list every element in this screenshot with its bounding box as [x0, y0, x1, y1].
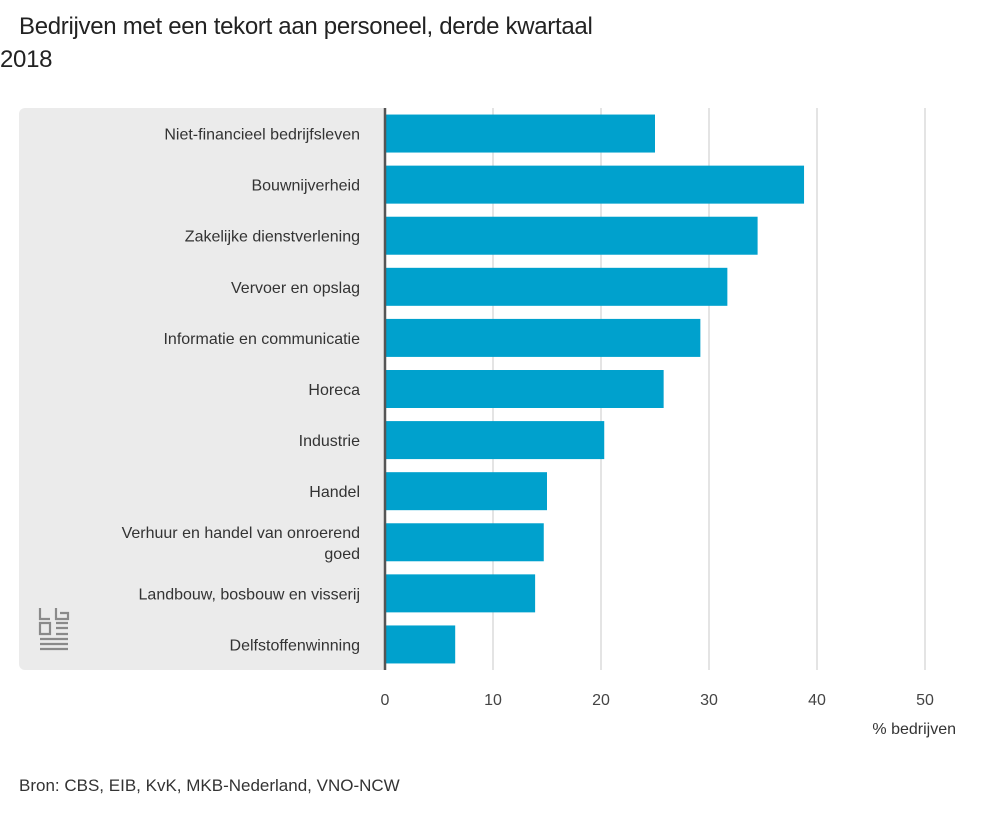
category-label: Horeca: [308, 382, 360, 399]
bar: [385, 267, 728, 306]
category-label-line: Zakelijke dienstverlening: [185, 229, 360, 246]
category-label-line: Horeca: [308, 382, 360, 399]
category-label-line: Handel: [309, 484, 360, 501]
bar: [385, 625, 456, 664]
category-label: Handel: [309, 484, 360, 501]
chart-title: Bedrijven met een tekort aan personeel, …: [0, 10, 700, 76]
x-tick-label: 10: [484, 692, 502, 709]
category-label: Industrie: [299, 433, 360, 450]
x-tick-label: 50: [916, 692, 934, 709]
category-label-line: goed: [324, 546, 360, 563]
category-label-line: Landbouw, bosbouw en visserij: [139, 586, 360, 603]
bar: [385, 318, 701, 357]
chart-title-line-1: Bedrijven met een tekort aan personeel, …: [19, 13, 593, 40]
x-tick-label: 20: [592, 692, 610, 709]
category-label: Landbouw, bosbouw en visserij: [139, 586, 360, 603]
bar: [385, 574, 536, 613]
cbs-logo-icon: [38, 608, 70, 651]
bar: [385, 165, 805, 204]
category-label-line: Industrie: [299, 433, 360, 450]
bar: [385, 421, 605, 460]
x-tick-label: 30: [700, 692, 718, 709]
category-label: Bouwnijverheid: [251, 178, 360, 195]
bar: [385, 370, 664, 408]
category-label: Informatie en communicatie: [163, 331, 360, 348]
x-tick-label: 0: [381, 692, 390, 709]
category-label: Niet-financieel bedrijfsleven: [164, 127, 360, 144]
chart-title-line-2: 2018: [0, 46, 53, 73]
category-label: Zakelijke dienstverlening: [185, 229, 360, 246]
category-label-panel: [19, 108, 385, 670]
category-label: Verhuur en handel van onroerend goed: [122, 525, 360, 563]
category-label-line: Niet-financieel bedrijfsleven: [164, 127, 360, 144]
category-label: Delfstoffenwinning: [230, 637, 360, 654]
category-label-line: Delfstoffenwinning: [230, 637, 360, 654]
category-label-line: Vervoer en opslag: [231, 280, 360, 297]
bar: [385, 216, 758, 255]
source-note: Bron: CBS, EIB, KvK, MKB-Nederland, VNO-…: [19, 776, 400, 795]
bar: [385, 523, 544, 562]
bar: [385, 472, 547, 511]
x-tick-label: 40: [808, 692, 826, 709]
category-label-line: Bouwnijverheid: [251, 178, 360, 195]
category-label: Vervoer en opslag: [231, 280, 360, 297]
bar: [385, 114, 655, 153]
category-label-line: Informatie en communicatie: [163, 331, 360, 348]
category-label-line: Verhuur en handel van onroerend: [122, 525, 360, 542]
x-axis-unit-label: % bedrijven: [872, 721, 956, 738]
